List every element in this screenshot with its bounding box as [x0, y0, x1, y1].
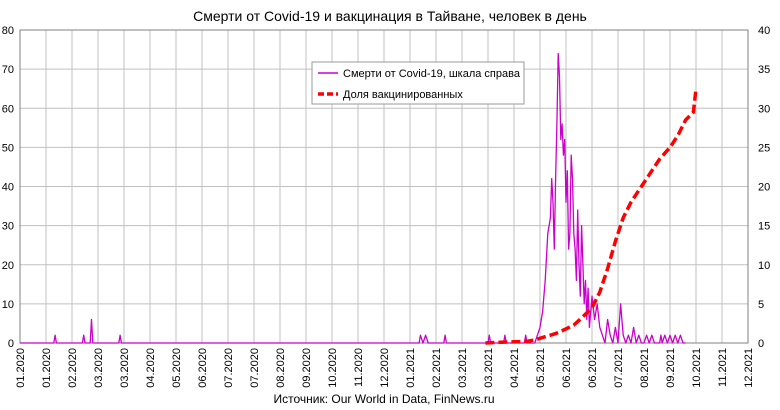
x-tick-label: 10.2021	[691, 348, 703, 388]
y-right-tick-label: 30	[758, 103, 770, 115]
y-right-tick-label: 40	[758, 25, 770, 37]
y-right-tick-label: 0	[758, 338, 764, 350]
legend-label-deaths: Смерти от Covid-19, шкала справа	[343, 68, 521, 80]
chart-source: Источник: Our World in Data, FinNews.ru	[273, 392, 494, 406]
y-left-tick-label: 30	[2, 221, 14, 233]
x-tick-label: 07.2021	[613, 348, 625, 388]
x-tick-label: 11.2021	[717, 348, 729, 387]
x-tick-label: 10.2020	[327, 348, 339, 388]
x-tick-label: 06.2021	[561, 348, 573, 388]
x-tick-label: 11.2020	[353, 348, 365, 387]
x-tick-label: 04.2021	[509, 348, 521, 388]
series-line-deaths	[20, 52, 686, 344]
x-tick-label: 07.2020	[223, 348, 235, 388]
y-right-tick-label: 25	[758, 142, 770, 154]
y-right-tick-label: 15	[758, 221, 770, 233]
legend: Смерти от Covid-19, шкала справа Доля ва…	[311, 61, 525, 105]
chart-title: Смерти от Covid-19 и вакцинация в Тайван…	[193, 8, 587, 24]
x-tick-label: 01.2020	[15, 348, 27, 388]
x-tick-label: 01.2020	[41, 348, 53, 388]
series-line-vaccinated	[485, 88, 698, 345]
y-right-tick-label: 10	[758, 260, 770, 272]
y-left-tick-label: 60	[2, 103, 14, 115]
y-left-tick-label: 80	[2, 25, 14, 37]
y-left-tick-label: 50	[2, 142, 14, 154]
y-left-tick-label: 40	[2, 182, 14, 194]
y-left-tick-label: 20	[2, 260, 14, 272]
y-left-ticks: 0 10 20 30 40 50 60 70 80	[2, 25, 14, 350]
y-left-tick-label: 10	[2, 299, 14, 311]
x-tick-label: 02.2021	[431, 348, 443, 388]
x-tick-label: 03.2020	[119, 348, 131, 388]
x-tick-label: 12.2020	[379, 348, 391, 388]
series-layer	[20, 52, 698, 345]
x-tick-label: 06.2020	[197, 348, 209, 388]
x-tick-label: 05.2020	[171, 348, 183, 388]
legend-box	[311, 61, 525, 105]
x-tick-label: 01.2021	[405, 348, 417, 388]
y-right-ticks: 0 5 10 15 20 25 30 35 40	[758, 25, 770, 350]
legend-label-vaccinated: Доля вакцинированных	[343, 89, 463, 101]
x-tick-label: 09.2021	[665, 348, 677, 388]
x-tick-label: 03.2021	[457, 348, 469, 388]
x-tick-label: 08.2021	[639, 348, 651, 388]
x-tick-label: 07.2020	[249, 348, 261, 388]
y-right-tick-label: 20	[758, 182, 770, 194]
x-tick-label: 04.2020	[145, 348, 157, 388]
x-tick-label: 06.2021	[587, 348, 599, 388]
x-tick-label: 12.2021	[743, 348, 755, 388]
x-tick-label: 02.2020	[67, 348, 79, 388]
y-right-tick-label: 35	[758, 64, 770, 76]
y-right-tick-label: 5	[758, 299, 764, 311]
x-tick-label: 03.2021	[483, 348, 495, 388]
x-tick-label: 09.2020	[301, 348, 313, 388]
x-tick-label: 05.2021	[535, 348, 547, 388]
y-left-tick-label: 0	[8, 338, 14, 350]
x-ticks: 01.2020 01.2020 02.2020 03.2020 03.2020 04.20…	[15, 348, 755, 388]
y-left-tick-label: 70	[2, 64, 14, 76]
x-tick-label: 03.2020	[93, 348, 105, 388]
x-tick-label: 08.2020	[275, 348, 287, 388]
